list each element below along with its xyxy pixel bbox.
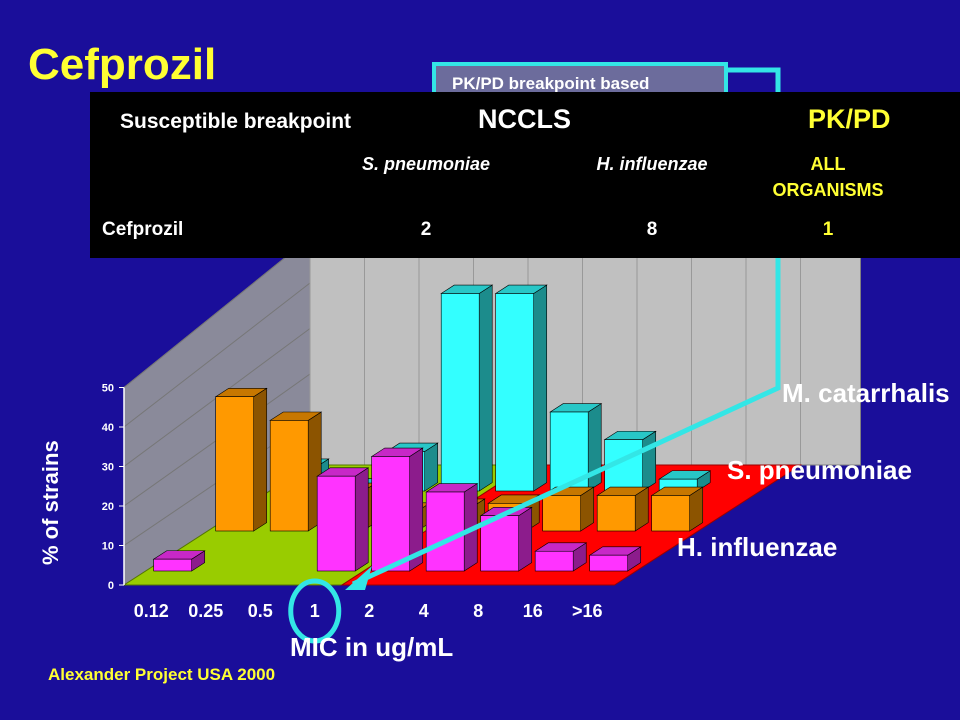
bar	[440, 293, 480, 492]
bar	[371, 456, 411, 572]
x-tick-label: 0.5	[248, 601, 273, 621]
footer-source: Alexander Project USA 2000	[48, 665, 276, 684]
bar	[269, 420, 309, 532]
x-tick-label: 0.25	[188, 601, 223, 621]
y-tick-label: 30	[102, 462, 114, 474]
x-tick-label: 16	[523, 601, 543, 621]
x-tick-label: 0.12	[134, 601, 169, 621]
series-label-s-pneumoniae: S. pneumoniae	[727, 455, 912, 485]
y-axis-title: % of strains	[38, 440, 63, 565]
x-tick-label: 1	[310, 601, 320, 621]
breakpoint-table: Susceptible breakpoint NCCLS PK/PD S. pn…	[90, 92, 960, 258]
y-tick-label: 20	[102, 501, 114, 513]
header-pkpd: PK/PD	[808, 104, 891, 134]
x-tick-label: 2	[364, 601, 374, 621]
x-tick-label: 4	[419, 601, 429, 621]
bar	[596, 495, 636, 532]
bar	[534, 550, 574, 572]
col-s-pneumoniae: S. pneumoniae	[361, 154, 491, 174]
header-nccls: NCCLS	[478, 104, 571, 134]
grid-line-side	[123, 282, 311, 428]
bar	[215, 396, 254, 532]
highlight-circle	[288, 578, 342, 644]
bar	[651, 495, 691, 532]
row-label-cefprozil: Cefprozil	[102, 219, 184, 240]
bar-side	[587, 403, 602, 492]
x-tick-label: 8	[473, 601, 483, 621]
value-h-influenzae: 8	[646, 219, 658, 240]
slide-title: Cefprozil	[28, 40, 217, 89]
y-tick-label: 40	[102, 422, 114, 434]
bar	[495, 293, 535, 492]
bar	[425, 491, 465, 572]
bar-side	[253, 387, 268, 532]
col-all-line1: ALL	[810, 154, 846, 174]
bar	[153, 558, 192, 572]
bar-side	[478, 284, 493, 492]
bar-side	[642, 430, 657, 492]
bar	[316, 475, 356, 572]
col-h-influenzae: H. influenzae	[596, 154, 708, 174]
bar-side	[533, 284, 548, 492]
value-all-organisms: 1	[822, 219, 834, 240]
col-all-line2: ORGANISMS	[772, 180, 884, 200]
series-label-h-influenzae: H. influenzae	[677, 532, 838, 562]
header-susceptible-breakpoint: Susceptible breakpoint	[120, 110, 352, 133]
value-s-pneumoniae: 2	[420, 219, 432, 240]
y-tick-label: 50	[102, 383, 114, 395]
series-label-m-catarrhalis: M. catarrhalis	[782, 378, 950, 408]
grid-line-side	[123, 237, 311, 388]
x-tick-label: >16	[572, 601, 603, 621]
y-tick-label: 10	[102, 541, 114, 553]
bar-side	[518, 506, 533, 572]
callout-arrowhead	[345, 566, 372, 590]
bar-side	[354, 467, 369, 572]
bar	[542, 495, 582, 532]
bar	[589, 554, 629, 572]
y-tick-label: 0	[108, 580, 114, 592]
x-axis-title: MIC in ug/mL	[290, 632, 454, 662]
